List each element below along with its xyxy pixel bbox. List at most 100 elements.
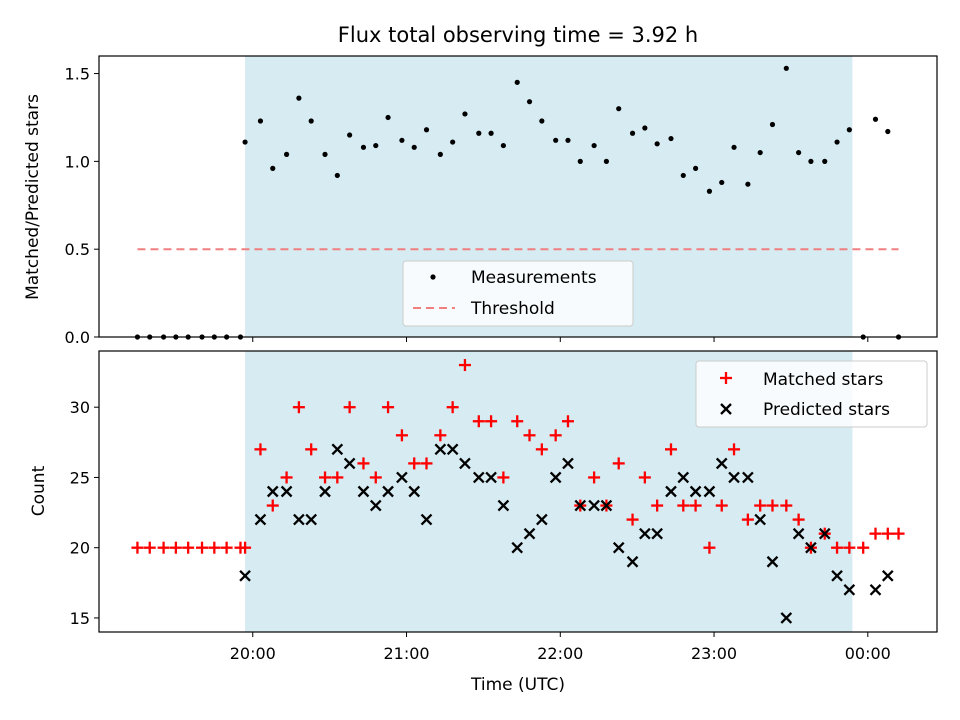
matched-star-point <box>131 541 144 554</box>
predicted-star-point <box>293 513 305 526</box>
matched-star-point <box>280 471 293 484</box>
matched-star-point <box>728 443 741 456</box>
x-tick-label: 22:00 <box>537 644 583 663</box>
predicted-star-point <box>459 457 471 470</box>
x-tick-label: 23:00 <box>691 644 737 663</box>
predicted-star-point <box>562 457 574 470</box>
predicted-star-point <box>677 471 690 484</box>
measurement-point <box>437 151 443 157</box>
measurement-point <box>411 144 417 150</box>
measurement-point <box>692 165 699 171</box>
predicted-star-point <box>818 527 831 540</box>
measurement-point <box>242 139 248 145</box>
matched-star-point <box>766 499 779 512</box>
measurement-point <box>385 114 391 121</box>
predicted-star-point <box>843 584 856 596</box>
measurement-point <box>834 139 840 145</box>
matched-star-point <box>220 541 233 554</box>
measurement-point <box>808 158 814 164</box>
measurement-point <box>680 172 686 179</box>
matched-star-point <box>369 471 382 484</box>
matched-star-point <box>343 401 356 414</box>
matched-star-point <box>588 471 601 484</box>
matched-star-point <box>523 429 536 442</box>
matched-star-point <box>664 443 677 456</box>
matched-star-point <box>357 457 370 470</box>
top-legend-box <box>402 260 634 327</box>
matched-star-point <box>561 415 574 428</box>
matched-star-point <box>549 429 562 442</box>
predicted-star-point <box>280 485 293 498</box>
matched-star-point <box>792 513 805 526</box>
matched-star-point <box>511 415 524 428</box>
predicted-star-point <box>446 443 459 456</box>
matched-star-point <box>651 499 664 512</box>
matched-star-point <box>319 471 332 484</box>
predicted-star-point <box>651 527 663 540</box>
predicted-star-point <box>715 457 728 470</box>
measurement-point <box>796 149 802 156</box>
measurement-point <box>283 151 290 157</box>
matched-star-point <box>420 457 433 470</box>
bottom-panel: 15 20 25 30 20:00 21:00 22:00 23:00 00:00 Count… <box>29 350 938 695</box>
measurement-point <box>885 128 891 135</box>
predicted-star-point <box>703 485 716 498</box>
matched-star-point <box>182 541 195 554</box>
predicted-star-point <box>511 541 524 554</box>
bottom-legend-box <box>695 360 928 428</box>
matched-star-point <box>254 443 267 456</box>
measurement-point <box>757 149 763 156</box>
x-axis-label: Time (UTC) <box>470 675 565 695</box>
matched-star-point <box>677 499 690 512</box>
predicted-star-point <box>742 471 754 484</box>
measurement-point <box>846 127 852 133</box>
measurement-point <box>553 137 559 143</box>
matched-star-point <box>408 457 421 470</box>
measurement-point <box>308 118 314 124</box>
measurement-point <box>731 144 737 150</box>
predicted-star-point <box>434 443 447 456</box>
threshold-legend-label: Threshold <box>470 299 555 319</box>
matched-star-point <box>157 541 170 554</box>
predicted-star-point <box>472 471 485 484</box>
matched-star-point <box>382 401 395 414</box>
matched-star-point <box>292 401 305 414</box>
predicted-star-point <box>869 584 882 596</box>
predicted-star-point <box>343 457 356 470</box>
matched-star-point <box>497 471 510 484</box>
measurement-point <box>423 127 430 133</box>
predicted-star-point <box>626 555 639 568</box>
matched-star-point <box>843 541 856 554</box>
matched-star-point <box>754 499 767 512</box>
predicted-star-point <box>588 499 600 512</box>
measurement-point <box>822 158 828 164</box>
x-tick-label: 20:00 <box>230 644 276 663</box>
predicted-star-point <box>239 569 251 582</box>
predicted-star-point <box>881 569 894 582</box>
predicted-star-point <box>420 513 433 526</box>
matched-star-point <box>689 499 702 512</box>
predicted-star-point <box>331 443 344 456</box>
measurement-point <box>488 130 494 136</box>
predicted-star-point <box>382 485 394 498</box>
bottom-y-axis-label: Count <box>29 465 49 516</box>
measurement-point <box>347 132 353 138</box>
top-y-axis-label: Matched/Predicted stars <box>23 94 43 300</box>
predicted-star-point <box>485 471 497 484</box>
predicted-star-point <box>305 513 318 526</box>
chart-title: Flux total observing time = 3.92 h <box>338 23 698 47</box>
matched-star-point <box>458 359 471 372</box>
measurement-point <box>257 118 264 124</box>
measurements-legend-label: Measurements <box>471 268 597 288</box>
matched-star-point <box>831 541 844 554</box>
matched-star-point <box>703 541 716 554</box>
predicted-star-point <box>600 499 613 512</box>
measurement-point <box>591 142 597 149</box>
matched-star-point <box>780 499 793 512</box>
matched-star-point <box>638 471 651 484</box>
predicted-star-point <box>254 513 267 526</box>
predicted-star-point <box>497 499 510 512</box>
measurement-point <box>769 121 776 128</box>
predicted-star-point <box>792 527 805 540</box>
